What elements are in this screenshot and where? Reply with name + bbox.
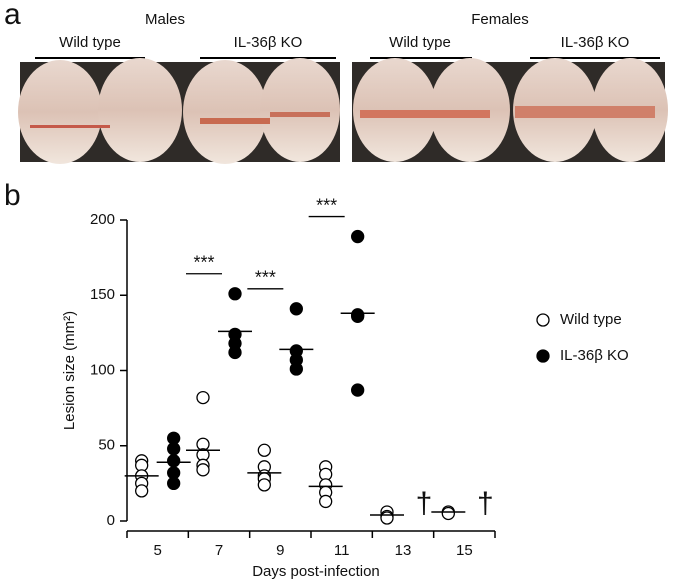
y-tick-label: 50 <box>98 437 115 454</box>
data-point <box>441 506 455 521</box>
panel-label: b <box>4 179 21 212</box>
legend-marker <box>536 313 550 327</box>
data-point <box>167 442 181 456</box>
data-point <box>167 454 181 468</box>
significance-label: *** <box>193 252 214 272</box>
legend-marker <box>536 349 550 363</box>
photo <box>352 58 668 162</box>
group-title: Males <box>145 11 185 28</box>
significance-label: *** <box>316 195 337 215</box>
data-point <box>196 463 210 477</box>
panel-label: a <box>4 0 21 31</box>
subgroup-label: IL-36β KO <box>234 34 303 51</box>
x-tick-label: 7 <box>215 542 223 559</box>
subgroup-label: IL-36β KO <box>561 34 630 51</box>
subgroup-label: Wild type <box>59 34 121 51</box>
chart: b 0 50 100 150 200 Lesion size (mm²) Days post-… <box>4 179 629 580</box>
data-point <box>228 345 242 360</box>
data-point <box>351 229 365 244</box>
legend-label: Wild type <box>560 311 622 328</box>
x-axis-title: Days post-infection <box>252 563 380 580</box>
death-marker: † <box>416 487 433 520</box>
x-tick-label: 15 <box>456 542 473 559</box>
data-point <box>289 302 303 316</box>
y-tick-label: 0 <box>107 512 115 529</box>
data-point <box>289 362 303 376</box>
data-point <box>380 511 394 525</box>
x-tick-label: 13 <box>395 542 412 559</box>
data-point <box>228 287 242 301</box>
death-marker: † <box>477 487 494 520</box>
y-axis-title: Lesion size (mm²) <box>61 311 78 430</box>
x-tick-label: 11 <box>334 542 350 559</box>
data-point <box>351 383 365 397</box>
significance-label: *** <box>255 268 276 288</box>
subgroup-label: Wild type <box>389 34 451 51</box>
data-point <box>196 390 210 405</box>
y-tick-label: 200 <box>90 211 115 228</box>
data-point <box>135 484 149 498</box>
group-title: Females <box>471 11 529 28</box>
data-point <box>257 478 271 492</box>
data-point <box>167 476 181 491</box>
photo <box>18 58 340 164</box>
legend-label: IL-36β KO <box>560 347 629 364</box>
data-point <box>319 494 333 509</box>
y-tick-label: 150 <box>90 286 115 303</box>
x-tick-label: 9 <box>276 542 284 559</box>
y-tick-label: 100 <box>90 361 115 378</box>
x-tick-label: 5 <box>153 542 161 559</box>
data-point <box>257 443 271 457</box>
data-point <box>351 309 365 323</box>
